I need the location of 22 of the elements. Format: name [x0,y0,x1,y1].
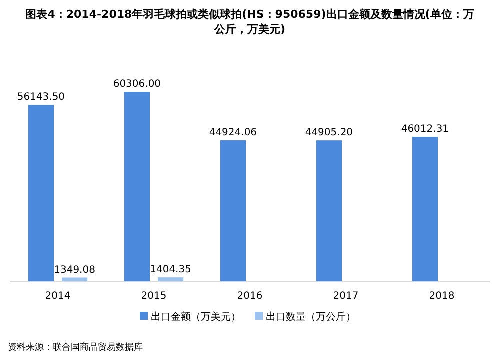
x-tick-label: 2014 [45,291,71,302]
x-tick-label: 2017 [333,291,359,302]
data-label: 46012.31 [401,124,450,136]
x-tick-label: 2018 [429,291,455,302]
x-tick-label: 2015 [141,291,167,302]
data-label: 56143.50 [17,92,66,104]
data-label: 44924.06 [209,128,258,139]
chart-title: 图表4：2014-2018年羽毛球拍或类似球拍(HS：950659)出口金额及数量情况(单位：万公斤，万美元) [26,8,474,36]
x-tick-label: 2016 [237,291,263,302]
bar [28,105,54,282]
bar [412,137,438,282]
bar [158,278,184,282]
legend-label: 出口数量（万公斤） [266,311,356,323]
bar [220,140,246,282]
bar [124,92,150,282]
text: 资料来源：联合国商品贸易数据库 [8,342,143,353]
legend-label: 出口金额（万美元） [151,311,241,323]
data-label: 44905.20 [305,128,354,139]
data-label: 1404.35 [150,264,192,276]
bar [316,140,342,282]
data-label: 60306.00 [113,79,162,90]
data-label: 1349.08 [54,264,96,276]
